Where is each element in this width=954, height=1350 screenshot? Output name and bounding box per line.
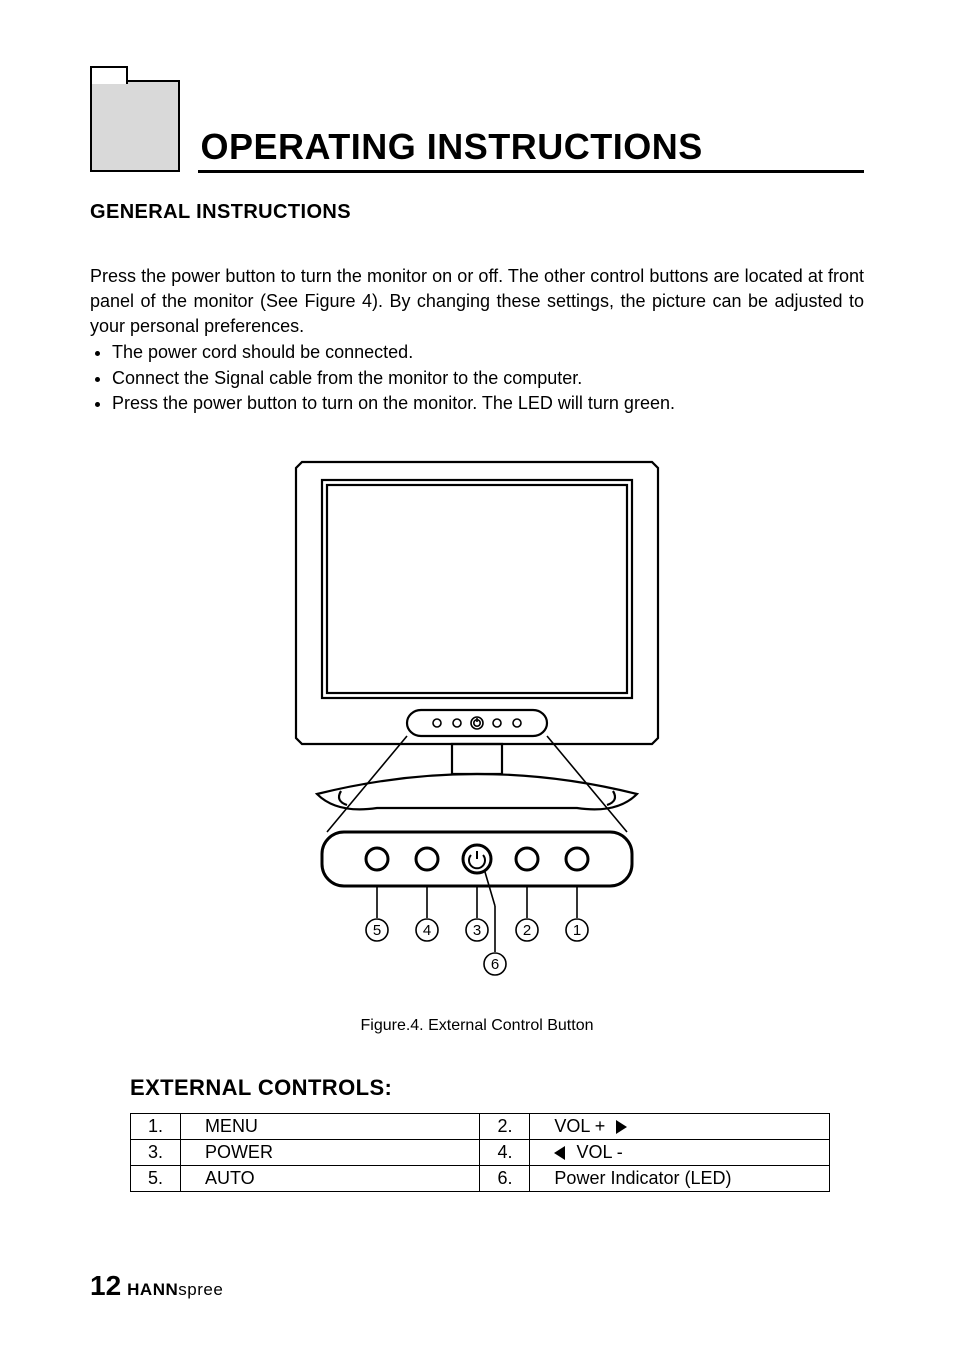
cell-label: POWER (180, 1140, 480, 1166)
figure-caption: Figure.4. External Control Button (90, 1017, 864, 1035)
chapter-heading: OPERATING INSTRUCTIONS (90, 80, 864, 173)
cell-label: VOL + (530, 1114, 830, 1140)
brand-bold: HANN (127, 1280, 178, 1299)
section-title-external-controls: EXTERNAL CONTROLS: (130, 1075, 864, 1101)
general-bullets: The power cord should be connected. Conn… (90, 340, 864, 416)
cell-num: 4. (480, 1140, 530, 1166)
cell-label: Power Indicator (LED) (530, 1166, 830, 1192)
section-title-general: GENERAL INSTRUCTIONS (90, 201, 864, 224)
callout-5: 5 (373, 922, 381, 939)
cell-label: AUTO (180, 1166, 480, 1192)
table-row: 3. POWER 4. VOL - (131, 1140, 830, 1166)
tab-icon (90, 80, 180, 172)
page-footer: 12 HANNspree (90, 1270, 223, 1302)
bullet-item: Press the power button to turn on the mo… (112, 391, 864, 416)
cell-num: 5. (131, 1166, 181, 1192)
callout-2: 2 (523, 922, 531, 939)
table-row: 1. MENU 2. VOL + (131, 1114, 830, 1140)
triangle-left-icon (554, 1146, 565, 1160)
cell-label: MENU (180, 1114, 480, 1140)
cell-num: 6. (480, 1166, 530, 1192)
chapter-title: OPERATING INSTRUCTIONS (200, 126, 702, 172)
controls-table: 1. MENU 2. VOL + 3. POWER 4. VOL - 5. AU… (130, 1113, 830, 1192)
page: OPERATING INSTRUCTIONS GENERAL INSTRUCTI… (0, 0, 954, 1350)
cell-label-text: VOL + (554, 1116, 605, 1136)
callout-1: 1 (573, 922, 581, 939)
bullet-item: The power cord should be connected. (112, 340, 864, 365)
brand-logo: HANNspree (127, 1280, 223, 1300)
figure-wrap: 5 4 3 2 1 6 Figure.4. External Control B… (90, 454, 864, 1035)
callout-4: 4 (423, 922, 431, 939)
table-row: 5. AUTO 6. Power Indicator (LED) (131, 1166, 830, 1192)
brand-light: spree (178, 1280, 223, 1299)
cell-label-text: VOL - (576, 1142, 622, 1162)
callout-6: 6 (491, 956, 499, 973)
cell-num: 3. (131, 1140, 181, 1166)
triangle-right-icon (616, 1120, 627, 1134)
cell-num: 1. (131, 1114, 181, 1140)
figure-monitor-diagram: 5 4 3 2 1 6 (267, 454, 687, 984)
page-number: 12 (90, 1270, 121, 1302)
general-paragraph: Press the power button to turn the monit… (90, 264, 864, 338)
callout-3: 3 (473, 922, 481, 939)
cell-label: VOL - (530, 1140, 830, 1166)
cell-num: 2. (480, 1114, 530, 1140)
bullet-item: Connect the Signal cable from the monito… (112, 366, 864, 391)
